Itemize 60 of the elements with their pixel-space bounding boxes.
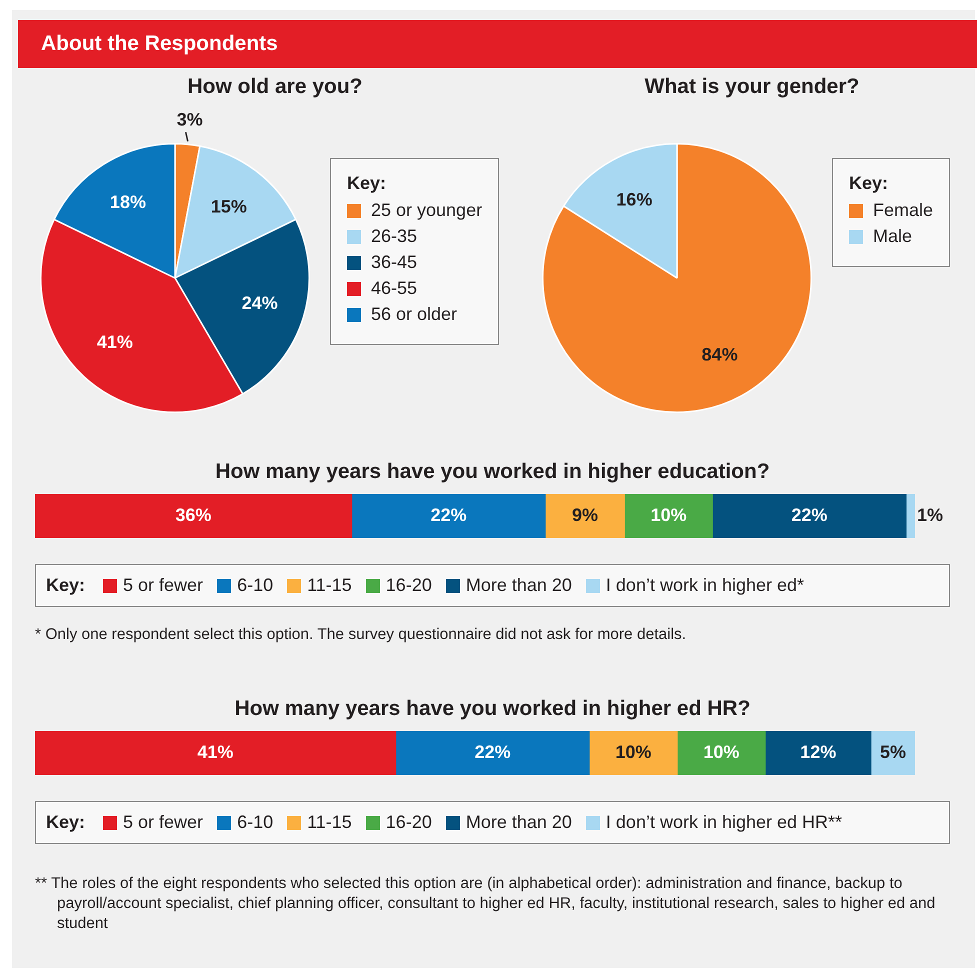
bar [712, 494, 907, 538]
bar [395, 731, 590, 775]
legend-label: 5 or fewer [123, 812, 204, 833]
legend-label: 36-45 [371, 252, 418, 273]
legend-label: More than 20 [466, 812, 572, 833]
legend-label: I don’t work in higher ed* [606, 575, 804, 596]
data-label: 41% [96, 332, 133, 352]
legend-label: 6-10 [237, 812, 274, 833]
legend-label: More than 20 [466, 575, 572, 596]
data-label: 22% [430, 504, 467, 525]
data-label: 36% [175, 504, 212, 525]
data-label: 24% [242, 292, 278, 313]
bar [589, 731, 678, 775]
text: ** The roles of the eight respondents who selected this option are (in alphabetical order): administration and finance, backup to payroll/account specialist, chief planning officer, consultant to higher ed HR, faculty, institutional research, sales to higher ed and student [35, 874, 936, 934]
data-label: 10% [703, 742, 740, 762]
chart-title: How old are you? [186, 75, 364, 99]
legend-label: 16-20 [386, 575, 432, 596]
chart-title: How many years have you worked in higher education? [214, 460, 771, 484]
legend-label: Male [873, 226, 912, 247]
legend-label: 16-20 [386, 812, 432, 833]
bar [906, 494, 915, 538]
legend-label: 26-35 [371, 226, 418, 247]
legend-label: 11-15 [307, 575, 352, 596]
data-label: 18% [110, 192, 146, 212]
data-label: 16% [616, 189, 652, 210]
bar [765, 731, 872, 775]
legend-label: 5 or fewer [123, 575, 204, 596]
legend-label: Female [873, 200, 934, 221]
legend-label: I don’t work in higher ed HR** [606, 812, 842, 833]
legend-title: Key: [46, 812, 86, 833]
bar [35, 494, 352, 538]
data-label: 15% [210, 196, 247, 217]
data-label: 84% [702, 344, 738, 365]
data-label: 10% [650, 504, 687, 525]
data-label: 22% [791, 504, 828, 525]
bar [351, 494, 546, 538]
legend-label: 56 or older [371, 304, 458, 325]
chart-title: What is your gender? [644, 75, 860, 99]
legend-title: Key: [849, 173, 890, 194]
data-label: 9% [572, 504, 598, 525]
data-label: 3% [176, 109, 203, 130]
data-label: 22% [474, 742, 511, 762]
text: * Only one respondent select this option. The survey questionnaire did not ask for more details. [35, 625, 688, 645]
data-label: 41% [197, 742, 234, 762]
bar [35, 731, 396, 775]
data-label: 10% [615, 742, 652, 762]
bar [677, 731, 766, 775]
data-label: 1% [917, 504, 944, 525]
data-label: 12% [800, 742, 836, 762]
text: About the Respondents [41, 31, 279, 57]
legend-title: Key: [46, 575, 86, 596]
legend-label: 46-55 [371, 278, 418, 299]
legend-title: Key: [347, 173, 388, 194]
bar [545, 494, 625, 538]
chart-title: How many years have you worked in higher ed HR? [234, 697, 752, 721]
legend-label: 11-15 [307, 812, 352, 833]
legend-label: 25 or younger [371, 200, 482, 221]
bar [624, 494, 713, 538]
legend-label: 6-10 [237, 575, 274, 596]
data-label: 5% [880, 742, 906, 762]
